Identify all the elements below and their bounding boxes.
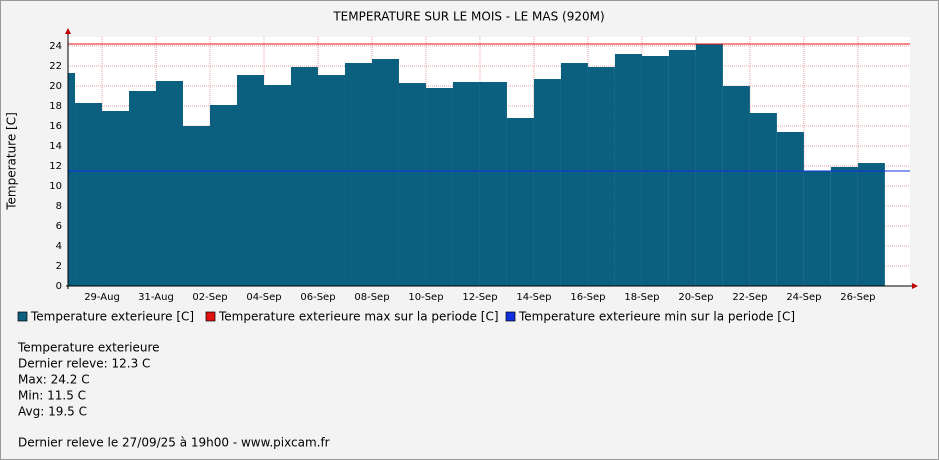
bar [75, 103, 103, 286]
x-tick-label: 22-Sep [732, 292, 767, 303]
x-tick-label: 04-Sep [246, 292, 281, 303]
legend-label: Temperature exterieure min sur la period… [518, 310, 795, 324]
y-tick-label: 20 [49, 81, 62, 92]
bar [695, 44, 723, 286]
bar [614, 54, 642, 286]
y-tick-label: 6 [56, 221, 62, 232]
x-tick-label: 16-Sep [570, 292, 605, 303]
bar [533, 79, 561, 286]
x-tick-label: 18-Sep [624, 292, 659, 303]
y-tick-label: 4 [56, 241, 62, 252]
bar [749, 113, 777, 286]
bar [857, 163, 885, 286]
x-tick-label: 10-Sep [408, 292, 443, 303]
bar [830, 167, 858, 286]
y-tick-label: 16 [49, 121, 62, 132]
x-tick-label: 06-Sep [300, 292, 335, 303]
bar [722, 86, 750, 286]
x-tick-label: 26-Sep [840, 292, 875, 303]
x-tick-label: 08-Sep [354, 292, 389, 303]
y-tick-label: 24 [49, 41, 62, 52]
y-tick-label: 0 [56, 281, 62, 292]
x-tick-label: 02-Sep [192, 292, 227, 303]
x-axis-arrow [912, 283, 918, 289]
y-tick-label: 8 [56, 201, 62, 212]
bar [776, 132, 804, 286]
x-tick-label: 24-Sep [786, 292, 821, 303]
y-axis-arrow [65, 28, 71, 34]
bar [156, 81, 184, 286]
stat-line: Max: 24.2 C [18, 373, 90, 387]
legend-swatch [505, 311, 516, 322]
y-axis-label: Temperature [C] [5, 112, 19, 211]
legend-label: Temperature exterieure [C] [30, 310, 194, 324]
stat-line: Dernier releve: 12.3 C [18, 357, 150, 371]
y-tick-label: 22 [49, 61, 62, 72]
y-tick-label: 14 [49, 141, 62, 152]
bar [398, 83, 426, 286]
bar [102, 111, 130, 286]
bar [68, 73, 76, 286]
bar [236, 75, 264, 286]
bar [209, 105, 237, 286]
bar [479, 82, 507, 286]
bar [803, 171, 831, 286]
bar [317, 75, 345, 286]
legend-label: Temperature exterieure max sur la period… [218, 310, 499, 324]
stat-line: Avg: 19.5 C [18, 405, 87, 419]
bar [452, 82, 480, 286]
bar [506, 118, 534, 286]
y-tick-label: 18 [49, 101, 62, 112]
x-tick-label: 31-Aug [138, 292, 174, 303]
bar [290, 67, 318, 286]
bar [668, 50, 696, 286]
bar [371, 59, 399, 286]
y-tick-label: 10 [49, 181, 62, 192]
x-tick-label: 29-Aug [84, 292, 120, 303]
chart-title: TEMPERATURE SUR LE MOIS - LE MAS (920M) [332, 10, 604, 24]
bar [560, 63, 588, 286]
bar [263, 85, 291, 286]
x-tick-label: 12-Sep [462, 292, 497, 303]
legend-swatch [205, 311, 216, 322]
y-tick-label: 12 [49, 161, 62, 172]
bar [587, 67, 615, 286]
x-tick-label: 20-Sep [678, 292, 713, 303]
bar [344, 63, 372, 286]
bar [129, 91, 157, 286]
stat-line: Temperature exterieure [17, 341, 160, 355]
footer: Dernier releve le 27/09/25 à 19h00 - www… [18, 436, 330, 450]
x-tick-label: 14-Sep [516, 292, 551, 303]
legend-swatch [17, 311, 28, 322]
bar [425, 88, 453, 286]
stat-line: Min: 11.5 C [18, 389, 86, 403]
bar [183, 126, 210, 286]
y-tick-label: 2 [56, 261, 62, 272]
